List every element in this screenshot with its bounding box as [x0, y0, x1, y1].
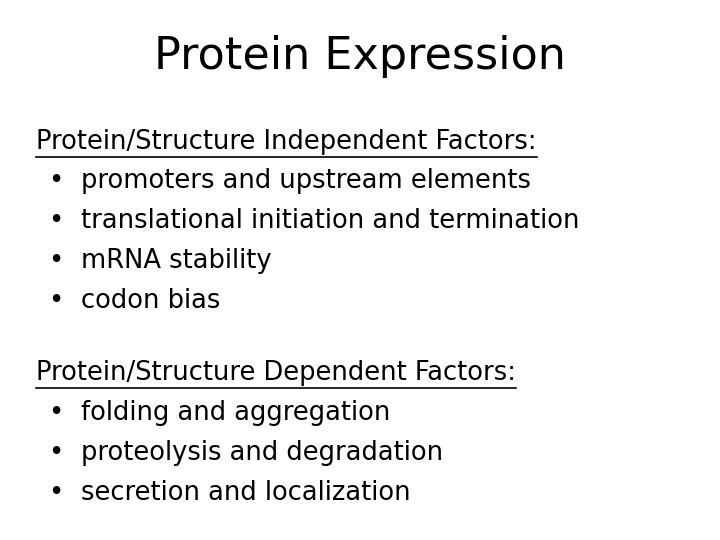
- Text: •: •: [48, 208, 63, 234]
- Text: proteolysis and degradation: proteolysis and degradation: [81, 440, 443, 465]
- Text: secretion and localization: secretion and localization: [81, 480, 410, 505]
- Text: •: •: [48, 288, 63, 314]
- Text: Protein Expression: Protein Expression: [154, 35, 566, 78]
- Text: Protein/Structure Dependent Factors:: Protein/Structure Dependent Factors:: [36, 360, 516, 386]
- Text: folding and aggregation: folding and aggregation: [81, 400, 390, 426]
- Text: •: •: [48, 248, 63, 274]
- Text: translational initiation and termination: translational initiation and termination: [81, 208, 579, 234]
- Text: promoters and upstream elements: promoters and upstream elements: [81, 168, 531, 194]
- Text: •: •: [48, 400, 63, 426]
- Text: codon bias: codon bias: [81, 288, 220, 314]
- Text: •: •: [48, 168, 63, 194]
- Text: mRNA stability: mRNA stability: [81, 248, 271, 274]
- Text: Protein/Structure Independent Factors:: Protein/Structure Independent Factors:: [36, 129, 536, 154]
- Text: •: •: [48, 440, 63, 465]
- Text: •: •: [48, 480, 63, 505]
